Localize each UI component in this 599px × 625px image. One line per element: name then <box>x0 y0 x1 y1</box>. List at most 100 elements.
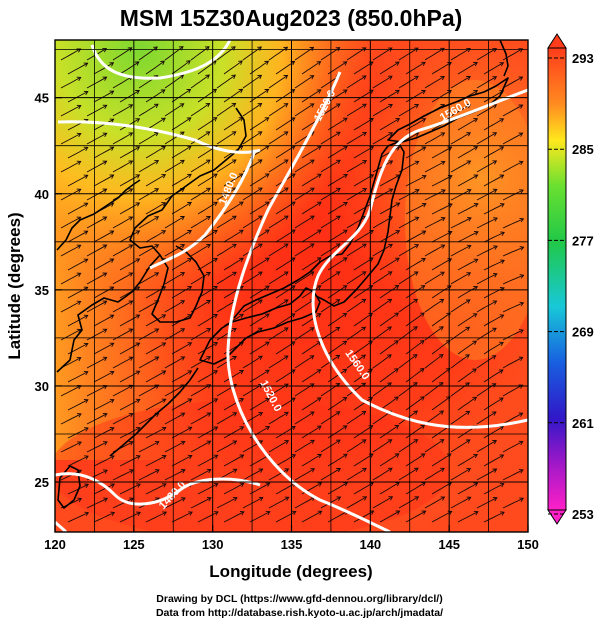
streamline-arrowhead <box>466 272 472 277</box>
streamline <box>502 441 523 453</box>
streamline-arrowhead <box>440 467 445 473</box>
streamline-arrowhead <box>238 88 244 94</box>
streamline-arrowhead <box>257 271 263 276</box>
streamline <box>249 257 270 271</box>
streamline <box>483 174 504 187</box>
x-tick-label: 150 <box>517 537 539 552</box>
streamline <box>171 398 192 411</box>
streamline-arrowhead <box>213 511 219 516</box>
streamline <box>223 88 243 103</box>
streamline <box>190 244 211 257</box>
streamline-arrowhead <box>518 356 524 362</box>
streamline-arrowhead <box>102 413 108 418</box>
streamline-arrowhead <box>500 511 505 516</box>
streamline <box>223 60 243 75</box>
streamline-arrowhead <box>76 300 82 306</box>
streamline-arrowhead <box>109 146 115 151</box>
streamline <box>190 46 210 61</box>
streamline <box>216 103 236 117</box>
streamline <box>197 511 219 523</box>
streamline-arrowhead <box>420 424 426 430</box>
streamline-arrowhead <box>76 104 82 110</box>
streamline <box>60 188 81 201</box>
streamline-arrowhead <box>466 496 472 501</box>
streamline <box>216 299 237 313</box>
streamline-arrowhead <box>102 104 108 110</box>
streamline <box>119 314 140 327</box>
streamline-arrowhead <box>239 398 245 403</box>
streamline-arrowhead <box>472 313 478 318</box>
streamline-arrowhead <box>206 272 211 277</box>
credit-line-dcl: Drawing by DCL (https://www.gfd-dennou.o… <box>156 593 443 605</box>
streamline-arrowhead <box>178 46 184 51</box>
streamline-arrowhead <box>291 229 296 234</box>
streamline <box>483 231 505 243</box>
streamline-arrowhead <box>180 356 186 361</box>
streamline <box>353 312 373 327</box>
streamline-arrowhead <box>491 411 497 416</box>
streamline <box>164 469 186 481</box>
streamline <box>346 382 366 397</box>
streamline-arrowhead <box>135 342 141 347</box>
streamline <box>171 426 192 439</box>
streamline-arrowhead <box>387 467 393 473</box>
streamline-arrowhead <box>466 188 472 194</box>
streamline <box>138 244 159 257</box>
streamline-arrowhead <box>439 326 444 331</box>
streamline <box>294 271 315 285</box>
streamline-arrowhead <box>258 383 263 389</box>
streamline-arrowhead <box>387 271 393 276</box>
streamline <box>268 411 289 425</box>
streamline-arrowhead <box>362 131 367 137</box>
streamline <box>294 411 315 425</box>
streamline <box>346 271 367 285</box>
streamline <box>67 512 89 523</box>
streamline <box>405 482 426 495</box>
streamline-arrowhead <box>414 75 419 81</box>
streamline-arrowhead <box>343 201 348 207</box>
streamline-arrowhead <box>499 203 505 208</box>
streamline-arrowhead <box>440 75 445 81</box>
streamline-arrowhead <box>316 285 322 290</box>
streamline-arrowhead <box>309 355 315 360</box>
streamline-arrowhead <box>232 243 237 249</box>
streamline <box>67 427 89 439</box>
streamline <box>249 369 270 383</box>
streamline <box>171 230 192 243</box>
streamline-arrowhead <box>206 328 212 333</box>
streamline-arrowhead <box>440 160 446 166</box>
streamline <box>346 411 366 425</box>
streamline <box>431 90 452 103</box>
streamline-arrowhead <box>362 188 368 193</box>
streamline-arrowhead <box>473 231 479 236</box>
streamline <box>398 439 418 453</box>
streamline <box>67 371 89 383</box>
streamline <box>171 202 192 215</box>
streamline <box>301 285 322 299</box>
streamline <box>502 246 524 257</box>
streamline-arrowhead <box>154 216 160 221</box>
streamline-arrowhead <box>317 482 323 487</box>
streamline-arrowhead <box>368 396 374 402</box>
streamline-arrowhead <box>473 146 479 151</box>
streamline-arrowhead <box>231 159 237 164</box>
streamline-arrowhead <box>186 60 191 65</box>
streamline <box>216 74 236 89</box>
streamline-arrowhead <box>309 243 315 248</box>
streamline-arrowhead <box>83 90 89 96</box>
streamline <box>346 243 367 257</box>
streamline <box>431 231 453 243</box>
streamline <box>60 244 81 257</box>
streamline-arrowhead <box>414 216 420 222</box>
streamline-arrowhead <box>257 299 263 304</box>
streamline <box>190 159 211 173</box>
y-tick-label: 30 <box>35 379 49 394</box>
streamline <box>398 354 418 369</box>
streamline-arrowhead <box>161 314 167 319</box>
streamline <box>483 483 505 495</box>
streamline <box>353 453 374 467</box>
coastline-sakhalin <box>499 40 509 77</box>
streamline-arrowhead <box>493 217 498 222</box>
streamline-arrowhead <box>439 410 445 415</box>
streamline <box>346 496 367 509</box>
